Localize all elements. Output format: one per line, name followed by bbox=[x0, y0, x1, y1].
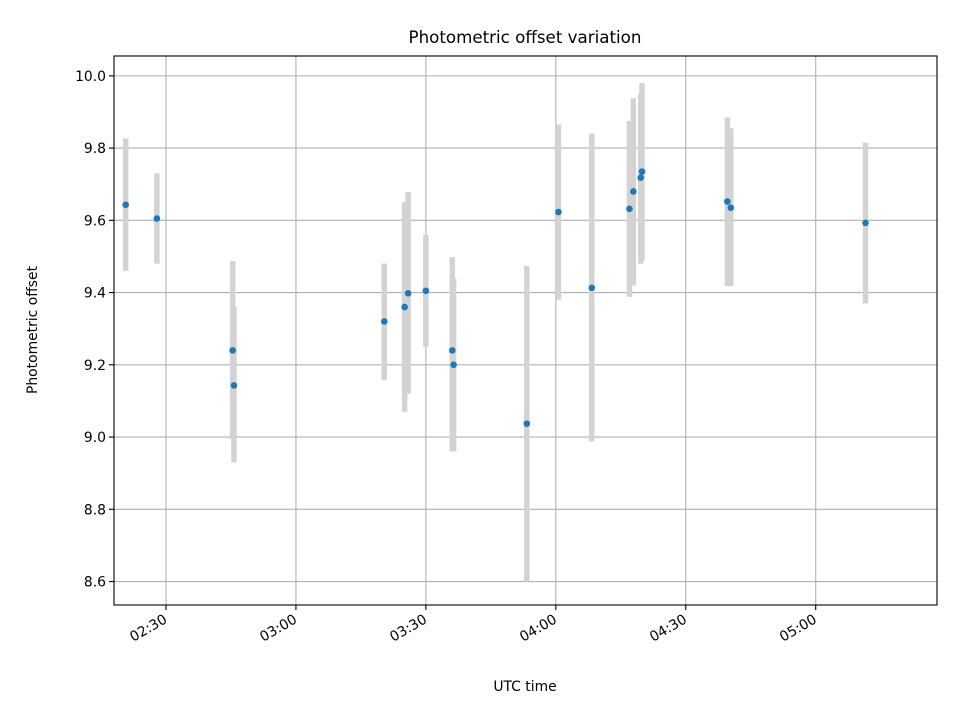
data-point bbox=[727, 204, 735, 211]
data-point bbox=[380, 318, 388, 325]
data-point bbox=[401, 303, 408, 311]
data-point bbox=[122, 201, 129, 209]
data-point bbox=[588, 284, 596, 292]
data-point bbox=[626, 205, 633, 213]
y-tick-label: 8.6 bbox=[84, 575, 106, 591]
y-tick-label: 9.2 bbox=[84, 358, 106, 374]
data-point bbox=[555, 208, 562, 216]
data-point bbox=[630, 188, 637, 195]
y-axis-ticks: 8.6 8.8 9.0 9.2 9.4 9.6 9.8 10.0 bbox=[75, 69, 114, 591]
data-point bbox=[862, 219, 869, 227]
data-point bbox=[450, 361, 457, 369]
y-tick-label: 10.0 bbox=[75, 69, 106, 85]
y-tick-label: 9.0 bbox=[84, 430, 106, 446]
data-point bbox=[229, 347, 236, 354]
data-points bbox=[122, 168, 869, 427]
data-point bbox=[448, 347, 456, 354]
chart-title: Photometric offset variation bbox=[409, 27, 642, 47]
data-point bbox=[637, 174, 645, 182]
data-point bbox=[153, 215, 161, 222]
data-point bbox=[404, 289, 412, 297]
y-tick-label: 9.6 bbox=[84, 213, 106, 229]
x-axis-label: UTC time bbox=[493, 679, 556, 695]
data-point bbox=[422, 287, 430, 295]
data-point bbox=[523, 420, 531, 427]
y-tick-label: 9.8 bbox=[84, 141, 106, 157]
y-axis-label: Photometric offset bbox=[25, 265, 41, 394]
plot-frame bbox=[113, 55, 938, 606]
y-tick-label: 8.8 bbox=[84, 502, 106, 518]
data-point bbox=[638, 168, 646, 175]
y-tick-label: 9.4 bbox=[84, 286, 106, 302]
data-point bbox=[724, 198, 731, 205]
data-point bbox=[230, 382, 238, 389]
